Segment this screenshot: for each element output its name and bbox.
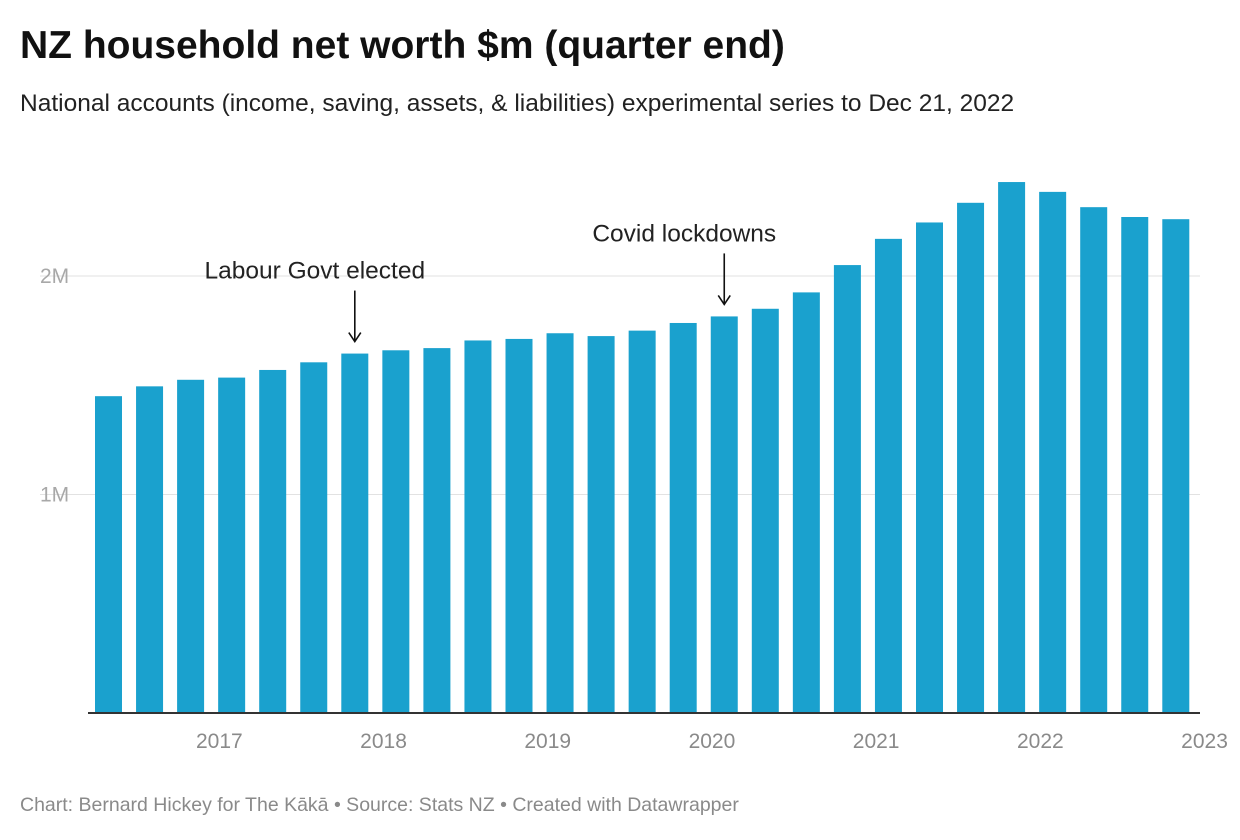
x-tick-label: 2022	[1017, 730, 1064, 753]
bar-2019-09	[628, 330, 656, 713]
bar-2021-03	[874, 238, 902, 714]
bar-2018-03	[382, 350, 410, 713]
bars	[95, 182, 1190, 714]
y-tick-label: 2M	[40, 265, 69, 288]
bar-2020-09	[792, 292, 820, 713]
annotation-arrow-head	[717, 294, 731, 306]
bar-2017-06	[259, 369, 287, 713]
x-tick-label: 2018	[360, 730, 407, 753]
bar-2020-06	[751, 308, 779, 713]
bar-2016-09	[136, 386, 164, 713]
gridlines: 1M 2M	[40, 265, 1200, 507]
bar-2018-12	[505, 338, 533, 713]
x-tick-label: 2019	[524, 730, 571, 753]
x-tick-label: 2023	[1181, 730, 1228, 753]
y-tick-label: 1M	[40, 484, 69, 507]
bar-2019-12	[669, 322, 697, 713]
x-tick-label: 2020	[689, 730, 736, 753]
bar-2022-06	[1080, 207, 1108, 714]
bar-2022-09	[1121, 217, 1149, 713]
bar-2020-03	[710, 316, 738, 713]
bar-2017-03	[218, 377, 246, 713]
bar-2017-09	[300, 362, 328, 713]
chart-subtitle: National accounts (income, saving, asset…	[20, 90, 1015, 117]
chart-title: NZ household net worth $m (quarter end)	[20, 24, 785, 67]
bar-2020-12	[833, 265, 861, 713]
bar-2021-12	[998, 182, 1026, 714]
bar-2019-03	[546, 333, 574, 713]
x-tick-label: 2017	[196, 730, 243, 753]
annotations: Labour Govt elected Covid lockdowns	[204, 220, 776, 344]
chart-footer: Chart: Bernard Hickey for The Kākā • Sou…	[20, 794, 739, 816]
bar-2021-06	[916, 222, 943, 713]
bar-2016-12	[177, 379, 205, 713]
bar-2022-03	[1039, 191, 1067, 713]
annotation-label: Labour Govt elected	[204, 258, 425, 285]
annotation-arrow-head	[348, 332, 362, 344]
bar-2019-06	[587, 336, 615, 713]
bar-2017-12	[341, 353, 369, 713]
x-axis-ticks: 2017 2018 2019 2020 2021 2022 2023	[196, 730, 1228, 753]
bar-2018-06	[423, 348, 451, 713]
bar-2022-12	[1162, 219, 1190, 713]
annotation-label: Covid lockdowns	[592, 220, 776, 247]
bar-2021-09	[957, 202, 985, 714]
x-tick-label: 2021	[853, 730, 900, 753]
bar-2016-06	[95, 396, 122, 713]
bar-2018-09	[464, 340, 492, 713]
